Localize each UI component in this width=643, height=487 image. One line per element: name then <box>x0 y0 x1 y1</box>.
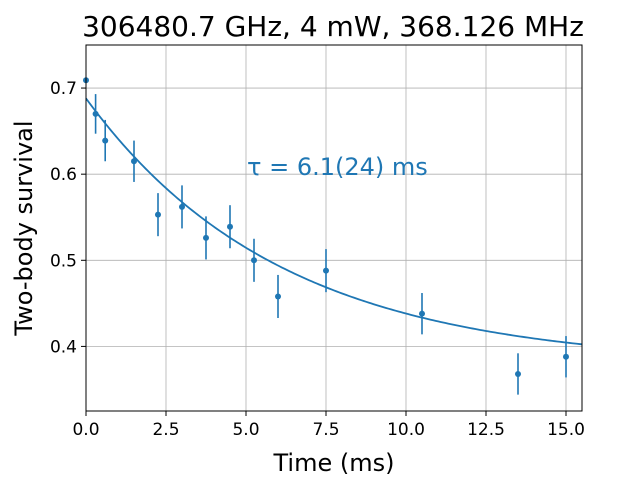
data-point <box>179 203 185 210</box>
data-point <box>419 310 425 317</box>
data-point <box>251 257 257 264</box>
fit-layer <box>85 97 583 346</box>
x-axis-label: Time (ms) <box>273 449 395 477</box>
y-tick-label: 0.4 <box>50 337 77 357</box>
data-point <box>155 211 161 218</box>
data-point <box>203 234 209 241</box>
x-tick-label: 10.0 <box>387 420 425 440</box>
annotation-tau: τ = 6.1(24) ms <box>247 153 428 181</box>
data-point <box>92 110 99 117</box>
x-tick-label: 15.0 <box>547 420 585 440</box>
plot-frame <box>85 44 583 412</box>
chart-title: 306480.7 GHz, 4 mW, 368.126 MHz <box>82 10 584 43</box>
data-point <box>515 370 521 377</box>
y-tick-label: 0.5 <box>50 251 77 271</box>
fit-curve <box>85 97 583 346</box>
data-point <box>275 293 281 300</box>
y-tick-label: 0.7 <box>50 79 77 99</box>
x-tick-label: 12.5 <box>467 420 505 440</box>
x-tick-label: 2.5 <box>152 420 179 440</box>
y-axis-ticks: 0.4 0.5 0.6 0.7 <box>50 79 86 357</box>
x-tick-label: 5.0 <box>232 420 259 440</box>
x-tick-label: 0.0 <box>72 420 99 440</box>
y-tick-label: 0.6 <box>50 165 77 185</box>
data-point <box>563 353 569 360</box>
grid-lines <box>85 45 582 411</box>
x-tick-label: 7.5 <box>312 420 339 440</box>
data-point <box>131 158 137 165</box>
data-point <box>323 267 329 274</box>
data-point <box>102 137 109 144</box>
y-axis-label: Two-body survival <box>10 120 38 336</box>
x-axis-ticks: 0.0 2.5 5.0 7.5 10.0 12.5 15.0 <box>72 411 585 440</box>
data-point <box>227 223 233 230</box>
